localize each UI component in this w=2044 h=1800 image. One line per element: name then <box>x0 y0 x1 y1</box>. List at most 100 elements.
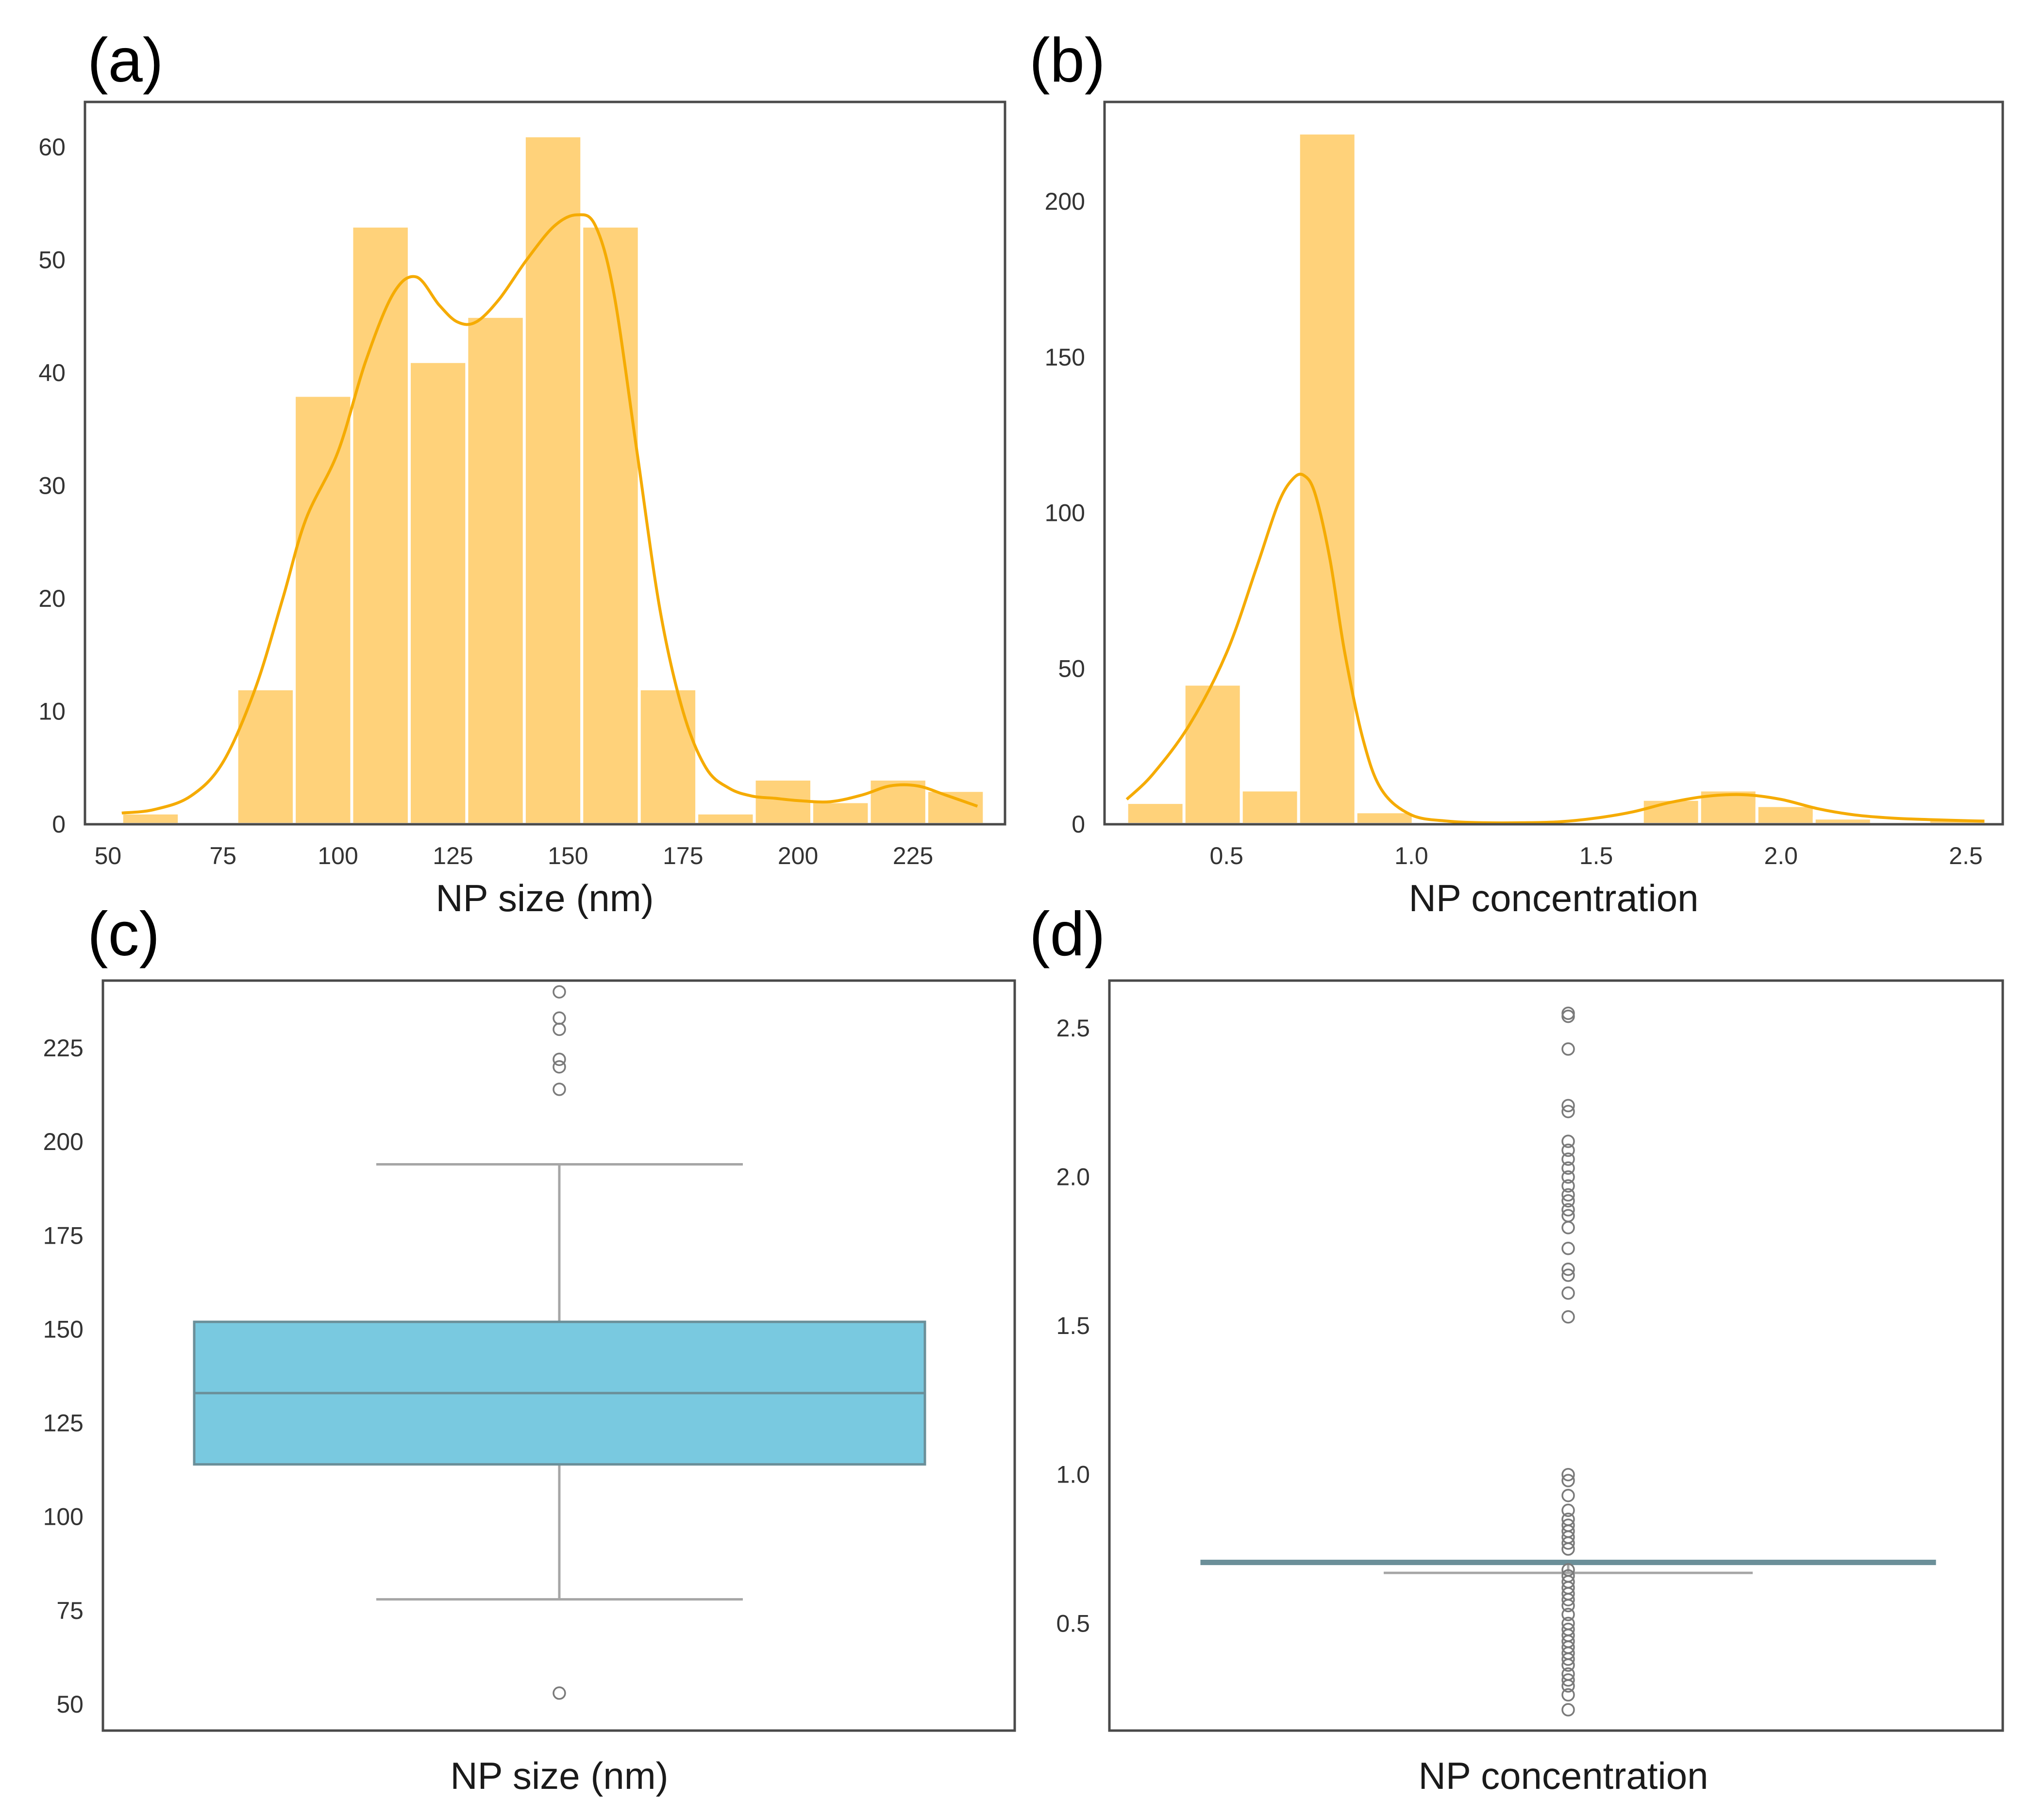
panel-a-x-tick-0: 50 <box>95 842 122 869</box>
panel-a-x-tick-3: 125 <box>433 842 473 869</box>
panel-d-outlier-20 <box>1561 1563 1575 1577</box>
panel-a-x-tick-2: 100 <box>318 842 358 869</box>
panel-d-outlier-11 <box>1561 1622 1575 1636</box>
panel-b-bar-2 <box>1240 788 1300 826</box>
panel-d-outlier-13 <box>1561 1608 1575 1621</box>
panel-a-bar-3 <box>350 224 411 826</box>
panel-c-boxplot: (c) 50 75 100 125 150 175 200 225 NP size (nm) <box>43 900 1016 1797</box>
panel-d-outlier-4 <box>1561 1667 1575 1681</box>
panel-d-frame <box>1108 979 2004 1732</box>
panel-d-outlier-32 <box>1561 1286 1575 1300</box>
panel-b-label: (b) <box>1029 26 1105 95</box>
panel-d-outlier-30 <box>1561 1467 1575 1482</box>
panel-b-x-tick-1: 1.0 <box>1394 842 1428 869</box>
panel-d-outlier-43 <box>1561 1161 1575 1175</box>
panel-d-outlier-37 <box>1561 1209 1575 1223</box>
panel-d-outlier-41 <box>1561 1179 1575 1193</box>
panel-a-x-tick-5: 175 <box>663 842 703 869</box>
panel-a-x-tick-1: 75 <box>209 842 236 869</box>
panel-a-bar-1 <box>235 687 296 826</box>
panel-a-y-tick-6: 60 <box>38 133 66 161</box>
panel-c-label: (c) <box>87 900 160 969</box>
panel-a-bar-11 <box>810 800 871 826</box>
panel-a-bar-5 <box>465 315 526 826</box>
panel-d-label: (d) <box>1029 900 1105 969</box>
panel-d-outlier-46 <box>1561 1134 1575 1148</box>
panel-d-boxplot: (d) 0.5 1.0 1.5 2.0 2.5 NP concentration <box>1029 900 2004 1797</box>
panel-b-y-tick-4: 200 <box>1045 188 1085 215</box>
panel-d-outlier-51 <box>1561 1006 1575 1020</box>
panel-b-bar-11 <box>1755 804 1816 826</box>
panel-b-y-tick-0: 0 <box>1072 811 1085 838</box>
panel-d-y-tick-1: 1.0 <box>1056 1461 1090 1488</box>
panel-b-kde-line <box>1125 472 1984 825</box>
panel-d-outlier-39 <box>1561 1194 1575 1208</box>
panel-d-outlier-35 <box>1561 1242 1575 1255</box>
panel-b-y-tick-1: 50 <box>1058 655 1085 682</box>
panel-d-outlier-26 <box>1561 1512 1575 1526</box>
panel-b-x-tick-3: 2.0 <box>1764 842 1798 869</box>
panel-b-x-axis-label: NP concentration <box>1409 877 1699 919</box>
panel-a-bar-10 <box>753 778 813 826</box>
panel-d-outlier-0 <box>1561 1703 1575 1717</box>
panel-d-y-tick-0: 0.5 <box>1056 1610 1090 1637</box>
panel-c-y-tick-5: 175 <box>43 1222 84 1249</box>
panel-b-y-tick-2: 100 <box>1045 500 1085 527</box>
panel-a-y-tick-4: 40 <box>38 359 66 386</box>
panel-a-bar-7 <box>580 224 641 826</box>
panel-d-outlier-3 <box>1561 1673 1575 1687</box>
panel-d-outlier-34 <box>1561 1262 1575 1276</box>
panel-a-x-tick-6: 200 <box>778 842 818 869</box>
panel-d-outlier-29 <box>1561 1474 1575 1487</box>
panel-d-y-tick-4: 2.5 <box>1056 1015 1090 1042</box>
panel-d-outlier-47 <box>1561 1105 1575 1118</box>
panel-b-bar-0 <box>1125 801 1186 826</box>
panel-a-y-tick-0: 0 <box>52 811 66 838</box>
panel-c-outlier-2 <box>553 1060 566 1074</box>
panel-c-outlier-6 <box>553 985 566 999</box>
panel-d-outlier-19 <box>1561 1569 1575 1583</box>
panel-c-outlier-5 <box>553 1011 566 1025</box>
panel-a-frame <box>84 100 1006 826</box>
panel-c-x-axis-label: NP size (nm) <box>450 1754 668 1797</box>
panel-c-outlier-1 <box>553 1083 566 1096</box>
panel-d-outlier-44 <box>1561 1152 1575 1166</box>
panel-d-y-tick-2: 1.5 <box>1056 1312 1090 1339</box>
panel-a-bar-2 <box>293 394 353 826</box>
panel-d-outlier-38 <box>1561 1203 1575 1217</box>
panel-d-outlier-27 <box>1561 1503 1575 1517</box>
panel-a-y-tick-2: 20 <box>38 585 66 612</box>
panel-c-y-tick-4: 150 <box>43 1316 84 1343</box>
panel-d-y-tick-3: 2.0 <box>1056 1164 1090 1191</box>
panel-b-x-tick-2: 1.5 <box>1579 842 1613 869</box>
panel-a-bar-0 <box>120 811 181 826</box>
panel-c-y-tick-1: 75 <box>56 1597 84 1624</box>
panel-d-outlier-31 <box>1561 1310 1575 1324</box>
panel-a-x-tick-4: 150 <box>548 842 588 869</box>
panel-c-y-tick-6: 200 <box>43 1128 84 1155</box>
panel-b-histogram: (b) 0.5 1.0 1.5 2.0 2.5 0 50 100 150 200 NP conce… <box>1029 26 2004 919</box>
panel-d-outlier-28 <box>1561 1488 1575 1502</box>
panel-a-x-tick-7: 225 <box>893 842 933 869</box>
panel-b-bar-1 <box>1182 683 1243 826</box>
panel-b-bar-4 <box>1354 810 1415 826</box>
panel-d-outlier-25 <box>1561 1518 1575 1532</box>
panel-d-outlier-40 <box>1561 1188 1575 1202</box>
panel-d-outlier-12 <box>1561 1617 1575 1631</box>
panel-d-outlier-49 <box>1561 1042 1575 1056</box>
panel-b-frame <box>1103 100 2004 826</box>
panel-d-outlier-1 <box>1561 1688 1575 1702</box>
panel-c-y-tick-0: 50 <box>56 1691 84 1718</box>
panel-d-outlier-33 <box>1561 1268 1575 1282</box>
panel-a-kde-line <box>121 213 978 815</box>
panel-c-outlier-0 <box>553 1686 566 1700</box>
panel-c-frame <box>101 979 1016 1732</box>
panel-d-outlier-48 <box>1561 1099 1575 1113</box>
panel-a-bar-9 <box>695 811 756 826</box>
panel-d-outlier-42 <box>1561 1170 1575 1184</box>
panel-a-histogram: (a) 50 75 100 125 150 175 200 2250102030405060 … <box>38 26 1006 919</box>
panel-a-y-tick-1: 10 <box>38 698 66 725</box>
panel-b-y-tick-3: 150 <box>1045 344 1085 371</box>
panel-a-bar-4 <box>408 360 469 826</box>
